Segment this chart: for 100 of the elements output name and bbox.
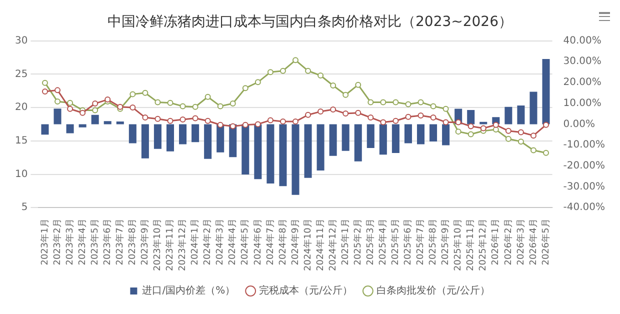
x-tick-label: 2026年4月 <box>528 218 539 266</box>
point <box>92 107 98 114</box>
y-tick-label: 5 <box>21 202 28 214</box>
x-tick-label: 2024年12月 <box>327 218 338 272</box>
point <box>468 131 474 138</box>
x-tick-label: 2024年3月 <box>214 218 226 266</box>
y2-tick-label: -10.00% <box>563 140 606 151</box>
legend-label: 进口/国内价差（%） <box>142 284 236 297</box>
bar <box>442 124 450 146</box>
point <box>318 72 324 79</box>
y2-tick-label: 40.00% <box>563 35 602 46</box>
x-tick-label: 2023年2月 <box>52 218 63 266</box>
point <box>543 122 549 128</box>
bar <box>104 121 112 124</box>
bar <box>242 124 250 174</box>
point <box>242 122 248 128</box>
x-tick-label: 2024年5月 <box>240 218 251 266</box>
x-tick-label: 2024年8月 <box>277 218 288 266</box>
point <box>330 106 336 113</box>
bar <box>179 124 187 144</box>
point <box>142 114 148 121</box>
x-tick-label: 2023年3月 <box>64 218 76 266</box>
point <box>442 119 449 126</box>
bar <box>379 124 387 155</box>
point <box>430 103 436 110</box>
point <box>543 150 549 156</box>
point <box>192 104 198 110</box>
bar <box>116 122 124 124</box>
x-tick-label: 2026年3月 <box>515 218 526 266</box>
x-tick-label: 2024年2月 <box>202 218 214 266</box>
point <box>418 112 424 119</box>
point <box>518 129 524 136</box>
x-tick-label: 2025年1月 <box>340 218 351 266</box>
x-tick-label: 2023年9月 <box>140 218 151 266</box>
x-tick-label: 2023年6月 <box>102 218 113 266</box>
point <box>368 99 374 106</box>
x-tick-label: 2023年5月 <box>89 218 100 266</box>
point <box>130 104 136 111</box>
point <box>505 136 512 142</box>
point <box>280 118 286 125</box>
point <box>342 92 349 98</box>
x-tick-label: 2023年1月 <box>39 218 50 266</box>
x-tick-label: 2025年8月 <box>428 218 439 266</box>
point <box>330 82 336 89</box>
point <box>254 121 261 128</box>
x-tick-label: 2024年6月 <box>252 218 264 266</box>
bar <box>304 124 312 178</box>
legend-label: 完税成本（元/公斤） <box>259 284 352 297</box>
bar <box>279 124 287 186</box>
bar <box>392 124 400 154</box>
point <box>392 99 399 106</box>
point <box>154 99 161 106</box>
bar <box>342 124 350 151</box>
bar <box>91 114 99 124</box>
x-tick-label: 2024年9月 <box>290 218 301 266</box>
point <box>480 125 486 132</box>
point <box>217 103 224 110</box>
point <box>492 122 499 128</box>
point <box>42 88 48 95</box>
x-tick-label: 2026年1月 <box>490 218 502 266</box>
point <box>392 118 399 124</box>
x-tick-label: 2025年3月 <box>364 218 376 266</box>
point <box>380 119 386 126</box>
point <box>305 68 312 74</box>
y-tick-label: 20 <box>14 102 28 114</box>
x-tick-label: 2023年4月 <box>76 218 88 266</box>
point <box>142 90 148 96</box>
point <box>292 57 298 64</box>
x-tick-label: 2025年2月 <box>352 218 364 266</box>
point <box>42 80 48 86</box>
bar <box>266 124 274 184</box>
bar <box>354 124 362 162</box>
point <box>180 103 186 110</box>
x-tick-label: 2024年4月 <box>227 218 238 266</box>
y2-tick-label: 0.00% <box>563 118 596 130</box>
point <box>267 117 274 124</box>
point <box>267 69 274 76</box>
bar <box>316 124 324 171</box>
point <box>54 98 61 105</box>
point <box>342 110 349 117</box>
bar <box>542 58 550 124</box>
x-tick-label: 2023年11月 <box>164 218 176 272</box>
point <box>180 116 186 123</box>
point <box>54 87 61 94</box>
point <box>154 116 161 122</box>
bar <box>329 124 337 156</box>
point <box>80 110 86 116</box>
point <box>167 100 174 106</box>
x-tick-label: 2024年11月 <box>314 218 326 272</box>
point <box>405 114 412 120</box>
bar <box>204 124 212 159</box>
point <box>204 94 211 100</box>
y2-tick-label: 10.00% <box>563 98 602 109</box>
point <box>167 118 174 124</box>
bar <box>504 106 512 124</box>
x-tick-label: 2025年4月 <box>378 218 389 266</box>
bar <box>404 124 412 144</box>
x-tick-label: 2026年2月 <box>502 218 514 266</box>
y2-tick-label: -30.00% <box>563 181 606 192</box>
bar <box>366 124 374 148</box>
